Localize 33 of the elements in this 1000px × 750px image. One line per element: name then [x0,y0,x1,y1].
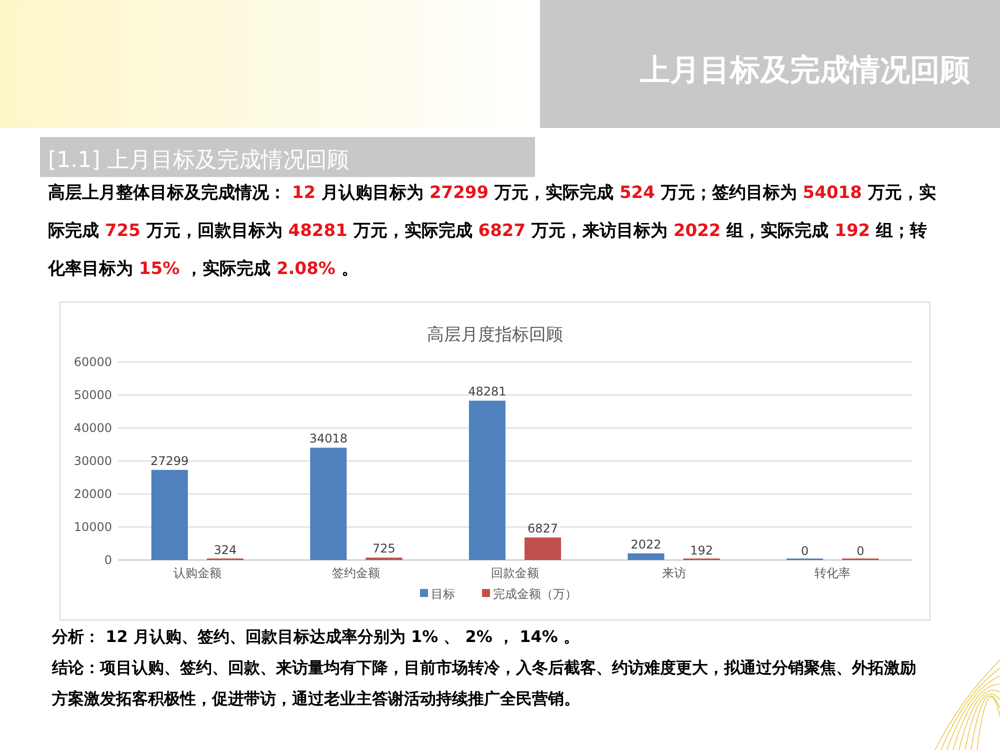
y-tick-label: 60000 [74,355,112,369]
data-label: 725 [372,542,396,556]
x-tick-label: 回款金额 [491,566,539,580]
data-label: 0 [856,544,864,558]
bar [524,537,562,560]
y-tick-label: 10000 [74,520,112,534]
data-label: 48281 [468,384,506,399]
bar [151,470,188,560]
data-label: 192 [690,543,714,558]
chart-title: 高层月度指标回顾 [427,325,563,345]
bar [628,553,664,560]
legend-label: 目标 [431,587,455,601]
bar [310,448,347,560]
data-label: 27299 [150,454,189,468]
x-tick-label: 转化率 [814,566,851,580]
x-tick-label: 签约金额 [332,566,380,580]
text: 分析： 12 月认购、签约、回款目标达成率分别为 1% 、 2% ， 14% 。 [51,627,580,646]
data-label: 0 [800,544,809,558]
y-tick-label: 20000 [74,487,112,501]
y-tick-label: 40000 [74,421,112,435]
text: 高层上月整体目标及完成情况： 12 月认购目标为 27299 万元，实际完成 524 万元；签约目标为 54018 万元，实际完成 725 万元，回款目标为 48281 万元，实际完成 6827 万元，来访目标为 2022 组，实际完成 192 组；转化率目标为 15% ，实际完成 2.08% 。 [48,183,936,279]
legend-label: 完成金额（万） [493,587,577,601]
bar [468,400,506,560]
y-tick-label: 0 [104,553,112,567]
x-tick-label: 来访 [662,566,686,580]
text: 结论：项目认购、签约、回款、来访量均有下降，目前市场转冷，入冬后截客、约访难度更大，拟通过分销聚焦、外拓激励方案激发拓客积极性，促进带访，通过老业主答谢活动持续推广全民营销。 [51,658,916,708]
y-tick-label: 50000 [74,388,112,402]
data-label: 324 [214,542,237,557]
data-label: 6827 [528,521,558,536]
data-label: 2022 [630,537,662,552]
y-tick-label: 30000 [74,454,112,468]
data-label: 34018 [309,432,348,446]
x-tick-label: 认购金额 [173,566,222,580]
